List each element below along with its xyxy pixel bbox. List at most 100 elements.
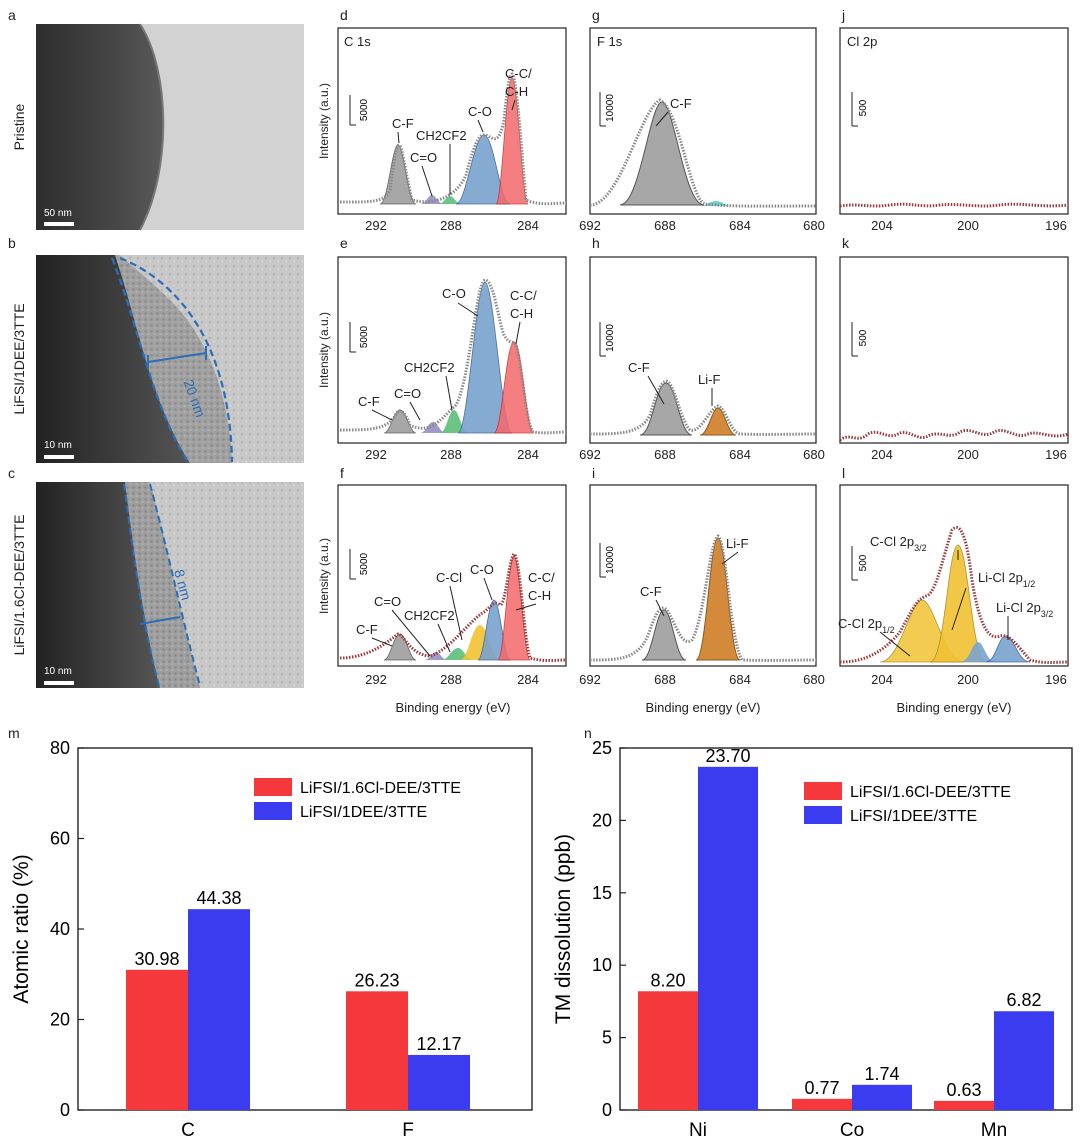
peak-i-lif: Li-F — [726, 536, 748, 551]
tick-h-692: 692 — [579, 447, 601, 462]
scale-label-d: 5000 — [359, 98, 370, 121]
bar-value-label: 44.38 — [196, 888, 241, 908]
ylabel-f: Intensity (a.u.) — [317, 538, 331, 614]
panel-letter-i: i — [592, 465, 595, 481]
tem-image-pristine: 50 nm — [36, 23, 304, 231]
tick-l-204: 204 — [871, 672, 893, 687]
panel-letter-j: j — [841, 7, 845, 23]
y-tick-label: 0 — [60, 1100, 70, 1120]
peak-e-co: C-O — [442, 286, 466, 301]
bar-value-label: 0.77 — [804, 1078, 839, 1098]
legend-swatch — [254, 802, 292, 820]
bar-value-label: 23.70 — [705, 746, 750, 766]
tick-l-200: 200 — [957, 672, 979, 687]
peak-f-ccl: C-Cl — [436, 570, 462, 585]
chart-n: n 0 5 10 15 20 25 TM dissolution (ppb) Ni 8.20 23… — [552, 725, 1073, 1141]
tick-k-204: 204 — [871, 447, 893, 462]
tick-h-680: 680 — [803, 447, 825, 462]
peak-e-c=o: C=O — [394, 386, 421, 401]
scale-bars — [349, 92, 858, 581]
row-label-cldee: LiFSI/1.6Cl-DEE/3TTE — [11, 515, 27, 656]
peak-d-c=o: C=O — [410, 150, 437, 165]
peak-l-licl32: Li-Cl 2p3/2 — [996, 600, 1053, 619]
tick-e-284: 284 — [517, 447, 539, 462]
tick-g-684: 684 — [729, 218, 751, 233]
bar-value-label: 0.63 — [946, 1080, 981, 1100]
tick-k-200: 200 — [957, 447, 979, 462]
tick-g-688: 688 — [654, 218, 676, 233]
bar-value-label: 30.98 — [134, 949, 179, 969]
panel-letter-n: n — [584, 725, 592, 741]
scale-label-l: 500 — [858, 554, 869, 571]
bar-value-label: 8.20 — [650, 970, 685, 990]
x-tick-label: Mn — [981, 1120, 1007, 1141]
tick-e-288: 288 — [440, 447, 462, 462]
bar-cldee-ni — [638, 991, 698, 1110]
bar-value-label: 26.23 — [354, 970, 399, 990]
scale-label-k: 500 — [858, 329, 869, 346]
peak-d-ch: C-H — [505, 84, 528, 99]
peak-g-cf: C-F — [670, 96, 692, 111]
bar-value-label: 6.82 — [1006, 990, 1041, 1010]
tick-h-684: 684 — [729, 447, 751, 462]
x-tick-label: C — [181, 1120, 195, 1141]
bar-cldee-co — [792, 1098, 852, 1110]
scale-label-f: 5000 — [359, 552, 370, 575]
peak-h-lif: Li-F — [698, 372, 720, 387]
tick-i-692: 692 — [579, 672, 601, 687]
chart-m: m 0 20 40 60 80 Atomic ratio (%) C 30.98 44.38 F 2… — [8, 725, 533, 1141]
ylabel-e: Intensity (a.u.) — [317, 312, 331, 388]
peak-e-ch2cf2: CH2CF2 — [404, 360, 455, 375]
legend-label: LiFSI/1.6Cl-DEE/3TTE — [300, 780, 461, 797]
tem-image-1dee: 20 nm 10 nm — [36, 255, 304, 463]
x-tick-label: F — [402, 1120, 414, 1141]
tick-d-292: 292 — [365, 218, 387, 233]
peak-l-ccl12: C-Cl 2p1/2 — [838, 616, 895, 635]
ylabel-d: Intensity (a.u.) — [317, 83, 331, 159]
title-f1s: F 1s — [597, 34, 623, 49]
scale-label-h: 10000 — [605, 324, 616, 352]
peak-f-c=o: C=O — [374, 594, 401, 609]
peak-i-cf: C-F — [640, 584, 662, 599]
tick-h-688: 688 — [654, 447, 676, 462]
frame-k — [839, 256, 1069, 444]
peak-labels: C-C/ C-H C-O CH2CF2 C-F C=O C-C/ C-H C-O… — [356, 66, 1053, 637]
frame-h — [589, 256, 817, 444]
tick-e-292: 292 — [365, 447, 387, 462]
tick-f-292: 292 — [365, 672, 387, 687]
peak-f-ch2cf2: CH2CF2 — [404, 608, 455, 623]
tick-i-680: 680 — [803, 672, 825, 687]
peak-f-cc: C-C/ — [528, 570, 555, 585]
tick-i-684: 684 — [729, 672, 751, 687]
y-tick-label: 0 — [602, 1100, 612, 1120]
peak-d-ch2cf2: CH2CF2 — [416, 128, 467, 143]
spectrum-g — [589, 98, 817, 208]
y-tick-label: 80 — [50, 738, 70, 758]
bar-value-label: 1.74 — [864, 1064, 899, 1084]
title-c1s: C 1s — [344, 34, 371, 49]
legend-swatch — [804, 806, 842, 824]
legend-label: LiFSI/1DEE/3TTE — [300, 804, 427, 821]
x-tick-label: Ni — [689, 1120, 707, 1141]
bar-1dee-c — [188, 909, 250, 1110]
peak-d-co: C-O — [468, 104, 492, 119]
peak-e-ch: C-H — [510, 306, 533, 321]
frame-i — [589, 484, 817, 667]
frame-g — [589, 27, 817, 215]
peak-e-cc: C-C/ — [510, 288, 537, 303]
peak-f-ch: C-H — [528, 588, 551, 603]
panel-letter-b: b — [8, 235, 16, 251]
panel-letter-e: e — [340, 235, 348, 251]
panel-letter-f: f — [340, 465, 344, 481]
thickness-label-cldee: 8 nm — [171, 568, 195, 602]
bar-cldee-f — [346, 991, 408, 1110]
frame-j — [839, 27, 1069, 215]
scale-label-e: 5000 — [359, 325, 370, 348]
bar-1dee-f — [408, 1054, 470, 1110]
peak-e-cf: C-F — [358, 394, 380, 409]
tick-f-288: 288 — [440, 672, 462, 687]
legend-label: LiFSI/1DEE/3TTE — [850, 808, 977, 825]
panel-letter-l: l — [842, 465, 845, 481]
title-cl2p: Cl 2p — [847, 34, 877, 49]
